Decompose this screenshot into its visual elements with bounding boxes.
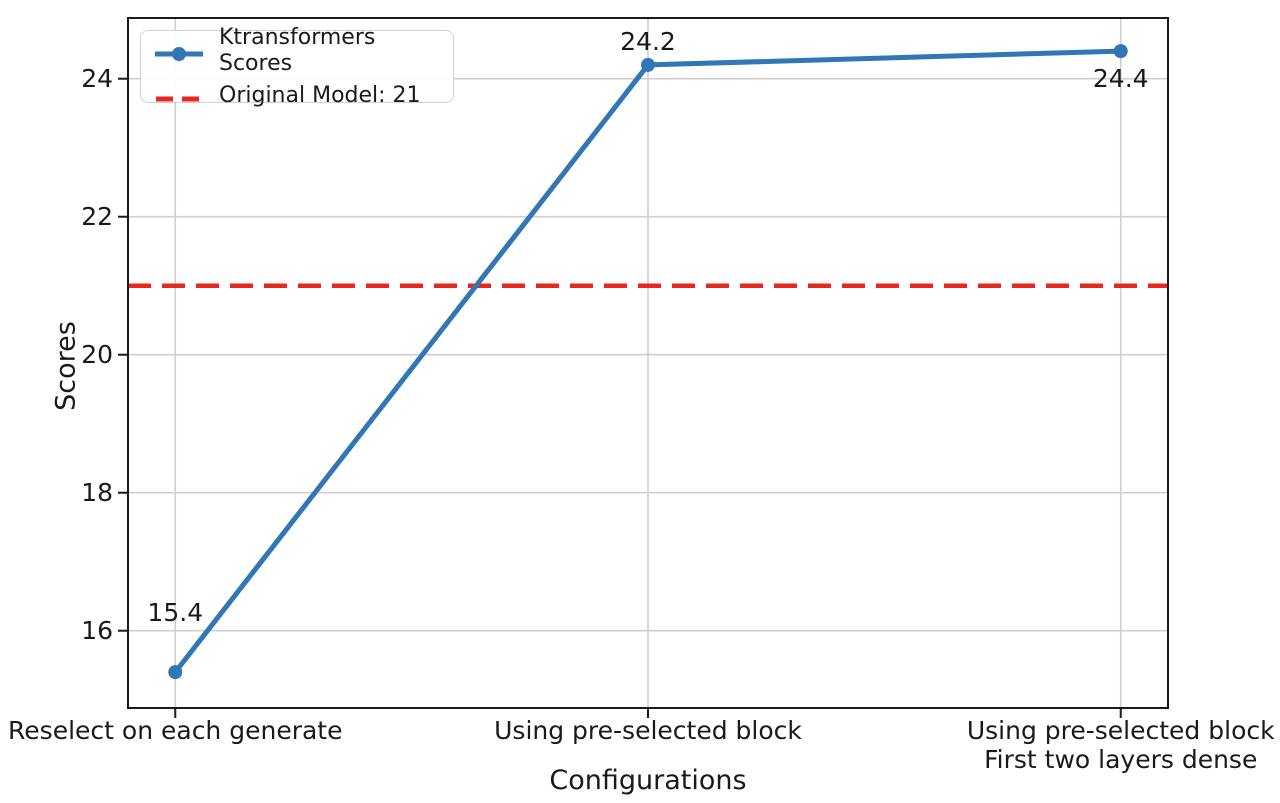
legend-baseline-label: Original Model: 21 (219, 82, 421, 108)
y-tick-label: 22 (81, 201, 113, 231)
data-point-marker (168, 665, 183, 680)
x-axis-label: Configurations (549, 765, 747, 796)
point-value-label: 24.4 (1092, 64, 1149, 94)
x-tick-label: Reselect on each generate (8, 716, 343, 745)
legend-series-label: Ktransformers Scores (219, 24, 376, 76)
legend: Ktransformers Scores Original Model: 21 (140, 25, 454, 108)
baseline-dash-sample-icon (153, 88, 205, 104)
series-line-sample-icon (153, 43, 205, 61)
y-tick-label: 18 (81, 477, 113, 507)
x-tick-label: Using pre-selected block (494, 716, 802, 745)
data-point-marker (1113, 44, 1128, 59)
data-point-marker (641, 57, 655, 72)
point-value-label: 24.2 (620, 26, 676, 56)
y-tick-label: 24 (81, 63, 113, 93)
x-tick-label: Using pre-selected block First two layer… (966, 716, 1275, 774)
point-value-label: 15.4 (147, 598, 204, 628)
y-tick-label: 16 (81, 615, 113, 645)
legend-entry-series: Ktransformers Scores (153, 25, 441, 77)
legend-entry-baseline: Original Model: 21 (153, 83, 441, 109)
y-tick-label: 20 (81, 339, 113, 369)
